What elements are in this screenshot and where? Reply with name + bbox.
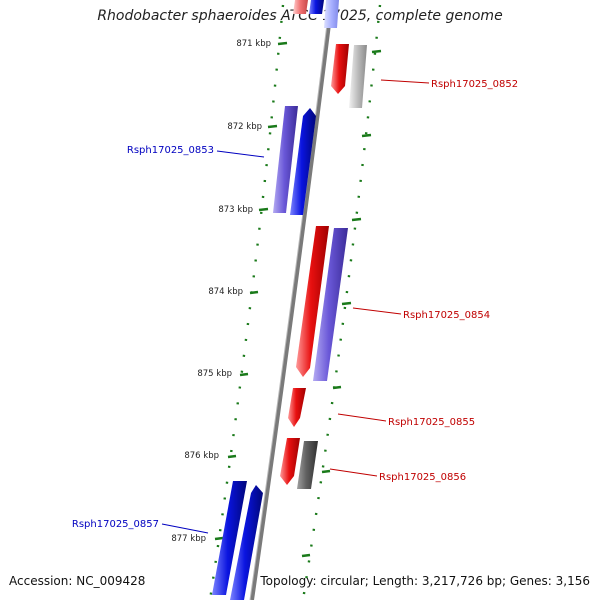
gene-feature[interactable] <box>230 485 263 600</box>
gene-label-0856[interactable]: Rsph17025_0856 <box>379 472 466 483</box>
left-dotted-ruler <box>208 4 285 600</box>
gene-rsph17025-0852[interactable] <box>331 44 349 94</box>
gene-rsph17025-0855[interactable] <box>288 388 306 427</box>
genome-backbone <box>249 0 334 600</box>
tick-label-872: 872 kbp <box>227 122 262 132</box>
gene-label-0854[interactable]: Rsph17025_0854 <box>403 310 490 321</box>
gene-feature[interactable] <box>309 0 324 14</box>
gene-rsph17025-0854[interactable] <box>296 226 329 377</box>
gene-labels: Rsph17025_0852 Rsph17025_0853 Rsph17025_… <box>72 79 518 530</box>
label-leader-lines <box>161 79 430 534</box>
gene-feature[interactable] <box>349 45 367 108</box>
gene-label-0852[interactable]: Rsph17025_0852 <box>431 79 518 90</box>
map-title: Rhodobacter sphaeroides ATCC 17025, comp… <box>97 8 503 24</box>
ruler-major-ticks <box>214 41 382 558</box>
ruler-tick-labels: 871 kbp 872 kbp 873 kbp 874 kbp 875 kbp … <box>171 39 271 544</box>
topology-text: Topology: circular; Length: 3,217,726 bp… <box>260 574 590 588</box>
accession-text: Accession: NC_009428 <box>9 574 146 588</box>
gene-rsph17025-0853-companion[interactable] <box>273 106 298 213</box>
gene-rsph17025-0857[interactable] <box>212 481 247 595</box>
tick-label-873: 873 kbp <box>218 205 253 215</box>
tick-label-871: 871 kbp <box>236 39 271 49</box>
gene-feature[interactable] <box>297 441 318 489</box>
tick-label-877: 877 kbp <box>171 534 206 544</box>
gene-rsph17025-0853[interactable] <box>290 108 316 215</box>
tick-label-875: 875 kbp <box>197 369 232 379</box>
gene-feature[interactable] <box>324 0 339 28</box>
tick-label-874: 874 kbp <box>208 287 243 297</box>
gene-label-0855[interactable]: Rsph17025_0855 <box>388 417 475 428</box>
gene-rsph17025-0856[interactable] <box>280 438 300 485</box>
gene-label-0857[interactable]: Rsph17025_0857 <box>72 519 159 530</box>
tick-label-876: 876 kbp <box>184 451 219 461</box>
gene-feature[interactable] <box>313 228 348 381</box>
gene-label-0853[interactable]: Rsph17025_0853 <box>127 145 214 156</box>
gene-feature[interactable] <box>293 0 308 14</box>
